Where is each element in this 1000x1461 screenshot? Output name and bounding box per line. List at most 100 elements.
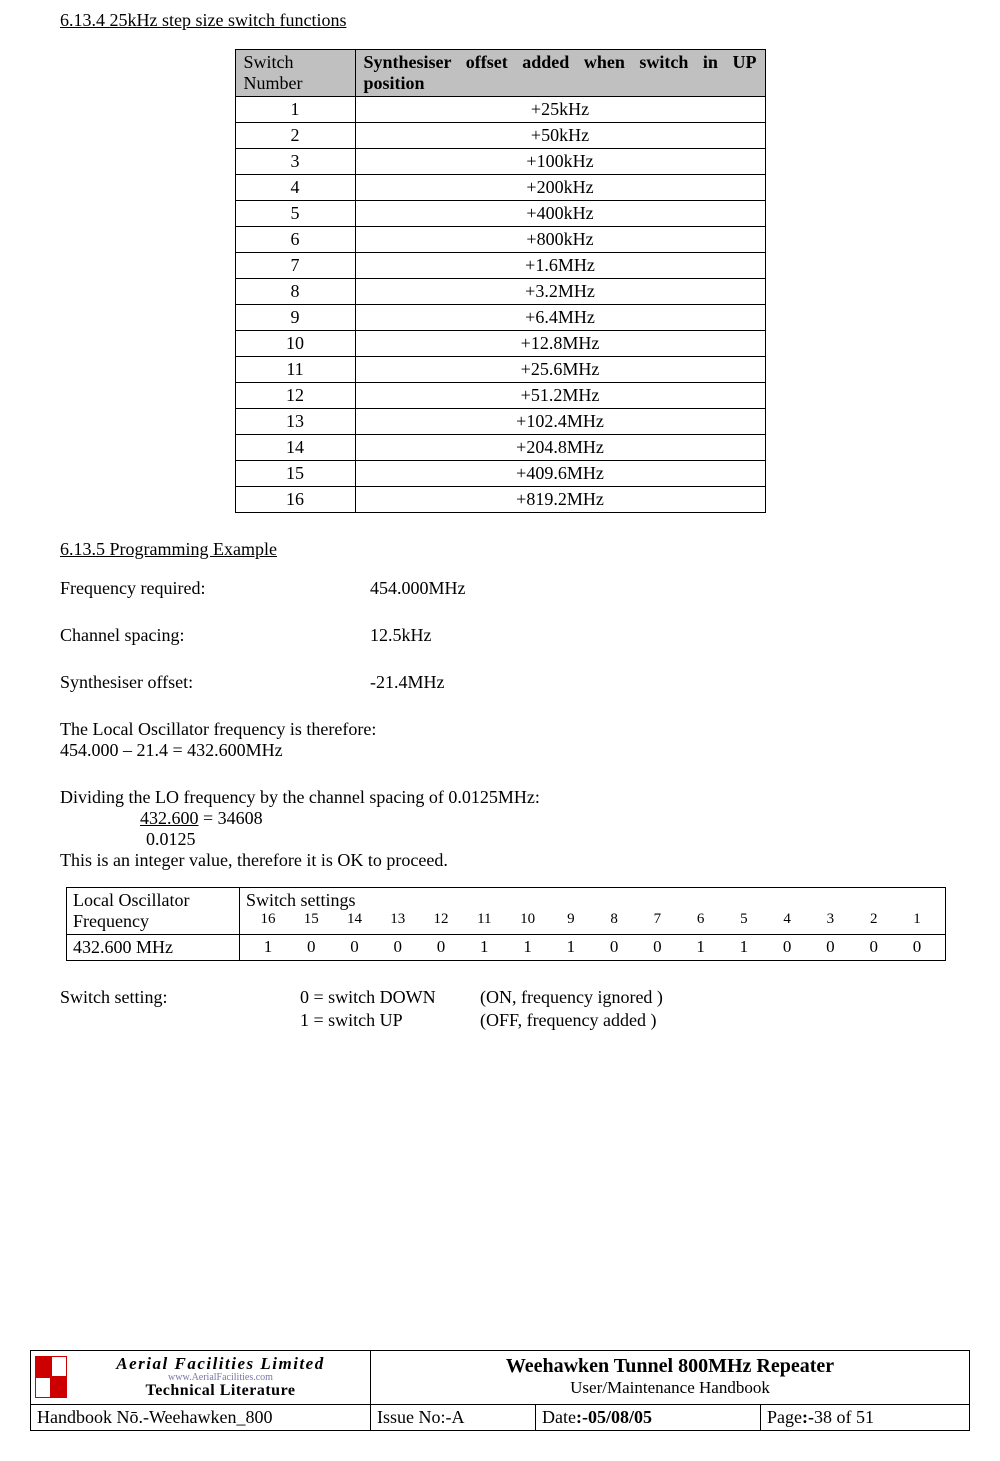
footer-doc-title: Weehawken Tunnel 800MHz Repeater bbox=[375, 1355, 965, 1378]
switch-bit-value: 0 bbox=[335, 937, 375, 957]
switch-setting-1-note: (OFF, frequency added ) bbox=[480, 1010, 657, 1031]
switch-setting-0-note: (ON, frequency ignored ) bbox=[480, 987, 663, 1008]
table-row: 3+100kHz bbox=[235, 149, 765, 175]
switch-header-number: 15 bbox=[291, 911, 331, 928]
switch-bit-value: 0 bbox=[897, 937, 937, 957]
table-row: 1+25kHz bbox=[235, 97, 765, 123]
switch-offset-cell: +409.6MHz bbox=[355, 461, 765, 487]
switch-number-cell: 12 bbox=[235, 383, 355, 409]
lo-calc-block: The Local Oscillator frequency is theref… bbox=[60, 719, 940, 761]
switch-header-number: 3 bbox=[810, 911, 850, 928]
switch-setting-legend: Switch setting: 0 = switch DOWN (ON, fre… bbox=[60, 987, 940, 1031]
switch-table-header-offset: Synthesiser offset added when switch in … bbox=[355, 50, 765, 97]
section-heading-6-13-5: 6.13.5 Programming Example bbox=[60, 539, 940, 560]
switch-header-number: 12 bbox=[421, 911, 461, 928]
switch-offset-cell: +50kHz bbox=[355, 123, 765, 149]
footer-logo-cell: Aerial Facilities Limited www.AerialFaci… bbox=[31, 1351, 371, 1404]
switch-offset-cell: +100kHz bbox=[355, 149, 765, 175]
switch-offset-cell: +102.4MHz bbox=[355, 409, 765, 435]
switch-number-headers: 16151413121110987654321 bbox=[246, 911, 939, 928]
switch-header-number: 1 bbox=[897, 911, 937, 928]
switch-offset-cell: +6.4MHz bbox=[355, 305, 765, 331]
table-row: 10+12.8MHz bbox=[235, 331, 765, 357]
footer-title-cell: Weehawken Tunnel 800MHz Repeater User/Ma… bbox=[371, 1351, 969, 1404]
switch-setting-1-def: 1 = switch UP bbox=[300, 1010, 480, 1031]
switch-bit-value: 0 bbox=[378, 937, 418, 957]
switch-bit-value: 1 bbox=[508, 937, 548, 957]
switch-number-cell: 7 bbox=[235, 253, 355, 279]
switch-number-cell: 13 bbox=[235, 409, 355, 435]
switch-bit-value: 0 bbox=[637, 937, 677, 957]
synth-offset-label: Synthesiser offset: bbox=[60, 672, 370, 693]
switch-header-number: 6 bbox=[681, 911, 721, 928]
lo-freq-label-l2: Frequency bbox=[73, 911, 149, 931]
switch-number-cell: 16 bbox=[235, 487, 355, 513]
switch-number-cell: 14 bbox=[235, 435, 355, 461]
footer-page: Page:-38 of 51 bbox=[761, 1405, 969, 1430]
footer-handbook-no: Handbook Nō.-Weehawken_800 bbox=[31, 1405, 371, 1430]
switch-number-cell: 1 bbox=[235, 97, 355, 123]
switch-number-cell: 9 bbox=[235, 305, 355, 331]
switch-offset-cell: +1.6MHz bbox=[355, 253, 765, 279]
switch-number-cell: 8 bbox=[235, 279, 355, 305]
switch-bit-value: 0 bbox=[421, 937, 461, 957]
table-row: 14+204.8MHz bbox=[235, 435, 765, 461]
switch-header-number: 2 bbox=[854, 911, 894, 928]
division-equation: 432.600 = 34608 bbox=[140, 808, 940, 829]
switch-number-cell: 3 bbox=[235, 149, 355, 175]
division-conclusion: This is an integer value, therefore it i… bbox=[60, 850, 940, 871]
switch-bits-cell: 1000011100110000 bbox=[240, 935, 946, 961]
table-row: 11+25.6MHz bbox=[235, 357, 765, 383]
division-intro: Dividing the LO frequency by the channel… bbox=[60, 787, 940, 808]
lo-calc-line1: The Local Oscillator frequency is theref… bbox=[60, 719, 940, 740]
switch-bit-value: 1 bbox=[681, 937, 721, 957]
switch-bit-value: 0 bbox=[810, 937, 850, 957]
switch-header-number: 9 bbox=[551, 911, 591, 928]
page-footer: Aerial Facilities Limited www.AerialFaci… bbox=[30, 1350, 970, 1431]
switch-settings-header-cell: Switch settings 16151413121110987654321 bbox=[240, 888, 946, 935]
freq-required-row: Frequency required: 454.000MHz bbox=[60, 578, 940, 599]
lo-freq-value-cell: 432.600 MHz bbox=[67, 935, 240, 961]
switch-header-number: 8 bbox=[594, 911, 634, 928]
switch-offset-cell: +204.8MHz bbox=[355, 435, 765, 461]
footer-logo-line1: Aerial Facilities Limited bbox=[75, 1355, 366, 1373]
table-row: 6+800kHz bbox=[235, 227, 765, 253]
switch-offset-cell: +3.2MHz bbox=[355, 279, 765, 305]
footer-issue-no: Issue No:-A bbox=[371, 1405, 536, 1430]
table-row: 12+51.2MHz bbox=[235, 383, 765, 409]
footer-date: Date:-05/08/05 bbox=[536, 1405, 761, 1430]
switch-offset-cell: +200kHz bbox=[355, 175, 765, 201]
switch-number-cell: 11 bbox=[235, 357, 355, 383]
division-result: = 34608 bbox=[199, 808, 263, 828]
synth-offset-row: Synthesiser offset: -21.4MHz bbox=[60, 672, 940, 693]
switch-offset-cell: +25.6MHz bbox=[355, 357, 765, 383]
switch-setting-label: Switch setting: bbox=[60, 987, 300, 1008]
footer-doc-subtitle: User/Maintenance Handbook bbox=[375, 1378, 965, 1398]
switch-offset-cell: +400kHz bbox=[355, 201, 765, 227]
switch-settings-table: Local Oscillator Frequency Switch settin… bbox=[66, 887, 946, 961]
channel-spacing-label: Channel spacing: bbox=[60, 625, 370, 646]
table-row: 13+102.4MHz bbox=[235, 409, 765, 435]
switch-bit-value: 0 bbox=[594, 937, 634, 957]
switch-bit-value: 0 bbox=[291, 937, 331, 957]
division-block: Dividing the LO frequency by the channel… bbox=[60, 787, 940, 850]
channel-spacing-value: 12.5kHz bbox=[370, 625, 432, 646]
table-row: 16+819.2MHz bbox=[235, 487, 765, 513]
logo-flag-icon bbox=[35, 1356, 67, 1398]
switch-number-cell: 2 bbox=[235, 123, 355, 149]
section-heading-6-13-4: 6.13.4 25kHz step size switch functions bbox=[60, 10, 940, 31]
switch-bit-value: 1 bbox=[551, 937, 591, 957]
table-row: 15+409.6MHz bbox=[235, 461, 765, 487]
switch-offset-cell: +800kHz bbox=[355, 227, 765, 253]
switch-offset-cell: +51.2MHz bbox=[355, 383, 765, 409]
switch-header-number: 10 bbox=[508, 911, 548, 928]
table-row: 5+400kHz bbox=[235, 201, 765, 227]
switch-number-cell: 6 bbox=[235, 227, 355, 253]
switch-header-number: 5 bbox=[724, 911, 764, 928]
switch-bit-value: 0 bbox=[854, 937, 894, 957]
switch-number-cell: 15 bbox=[235, 461, 355, 487]
lo-freq-label-l1: Local Oscillator bbox=[73, 890, 189, 910]
switch-number-cell: 10 bbox=[235, 331, 355, 357]
switch-offset-cell: +819.2MHz bbox=[355, 487, 765, 513]
switch-table-header-number: Switch Number bbox=[235, 50, 355, 97]
